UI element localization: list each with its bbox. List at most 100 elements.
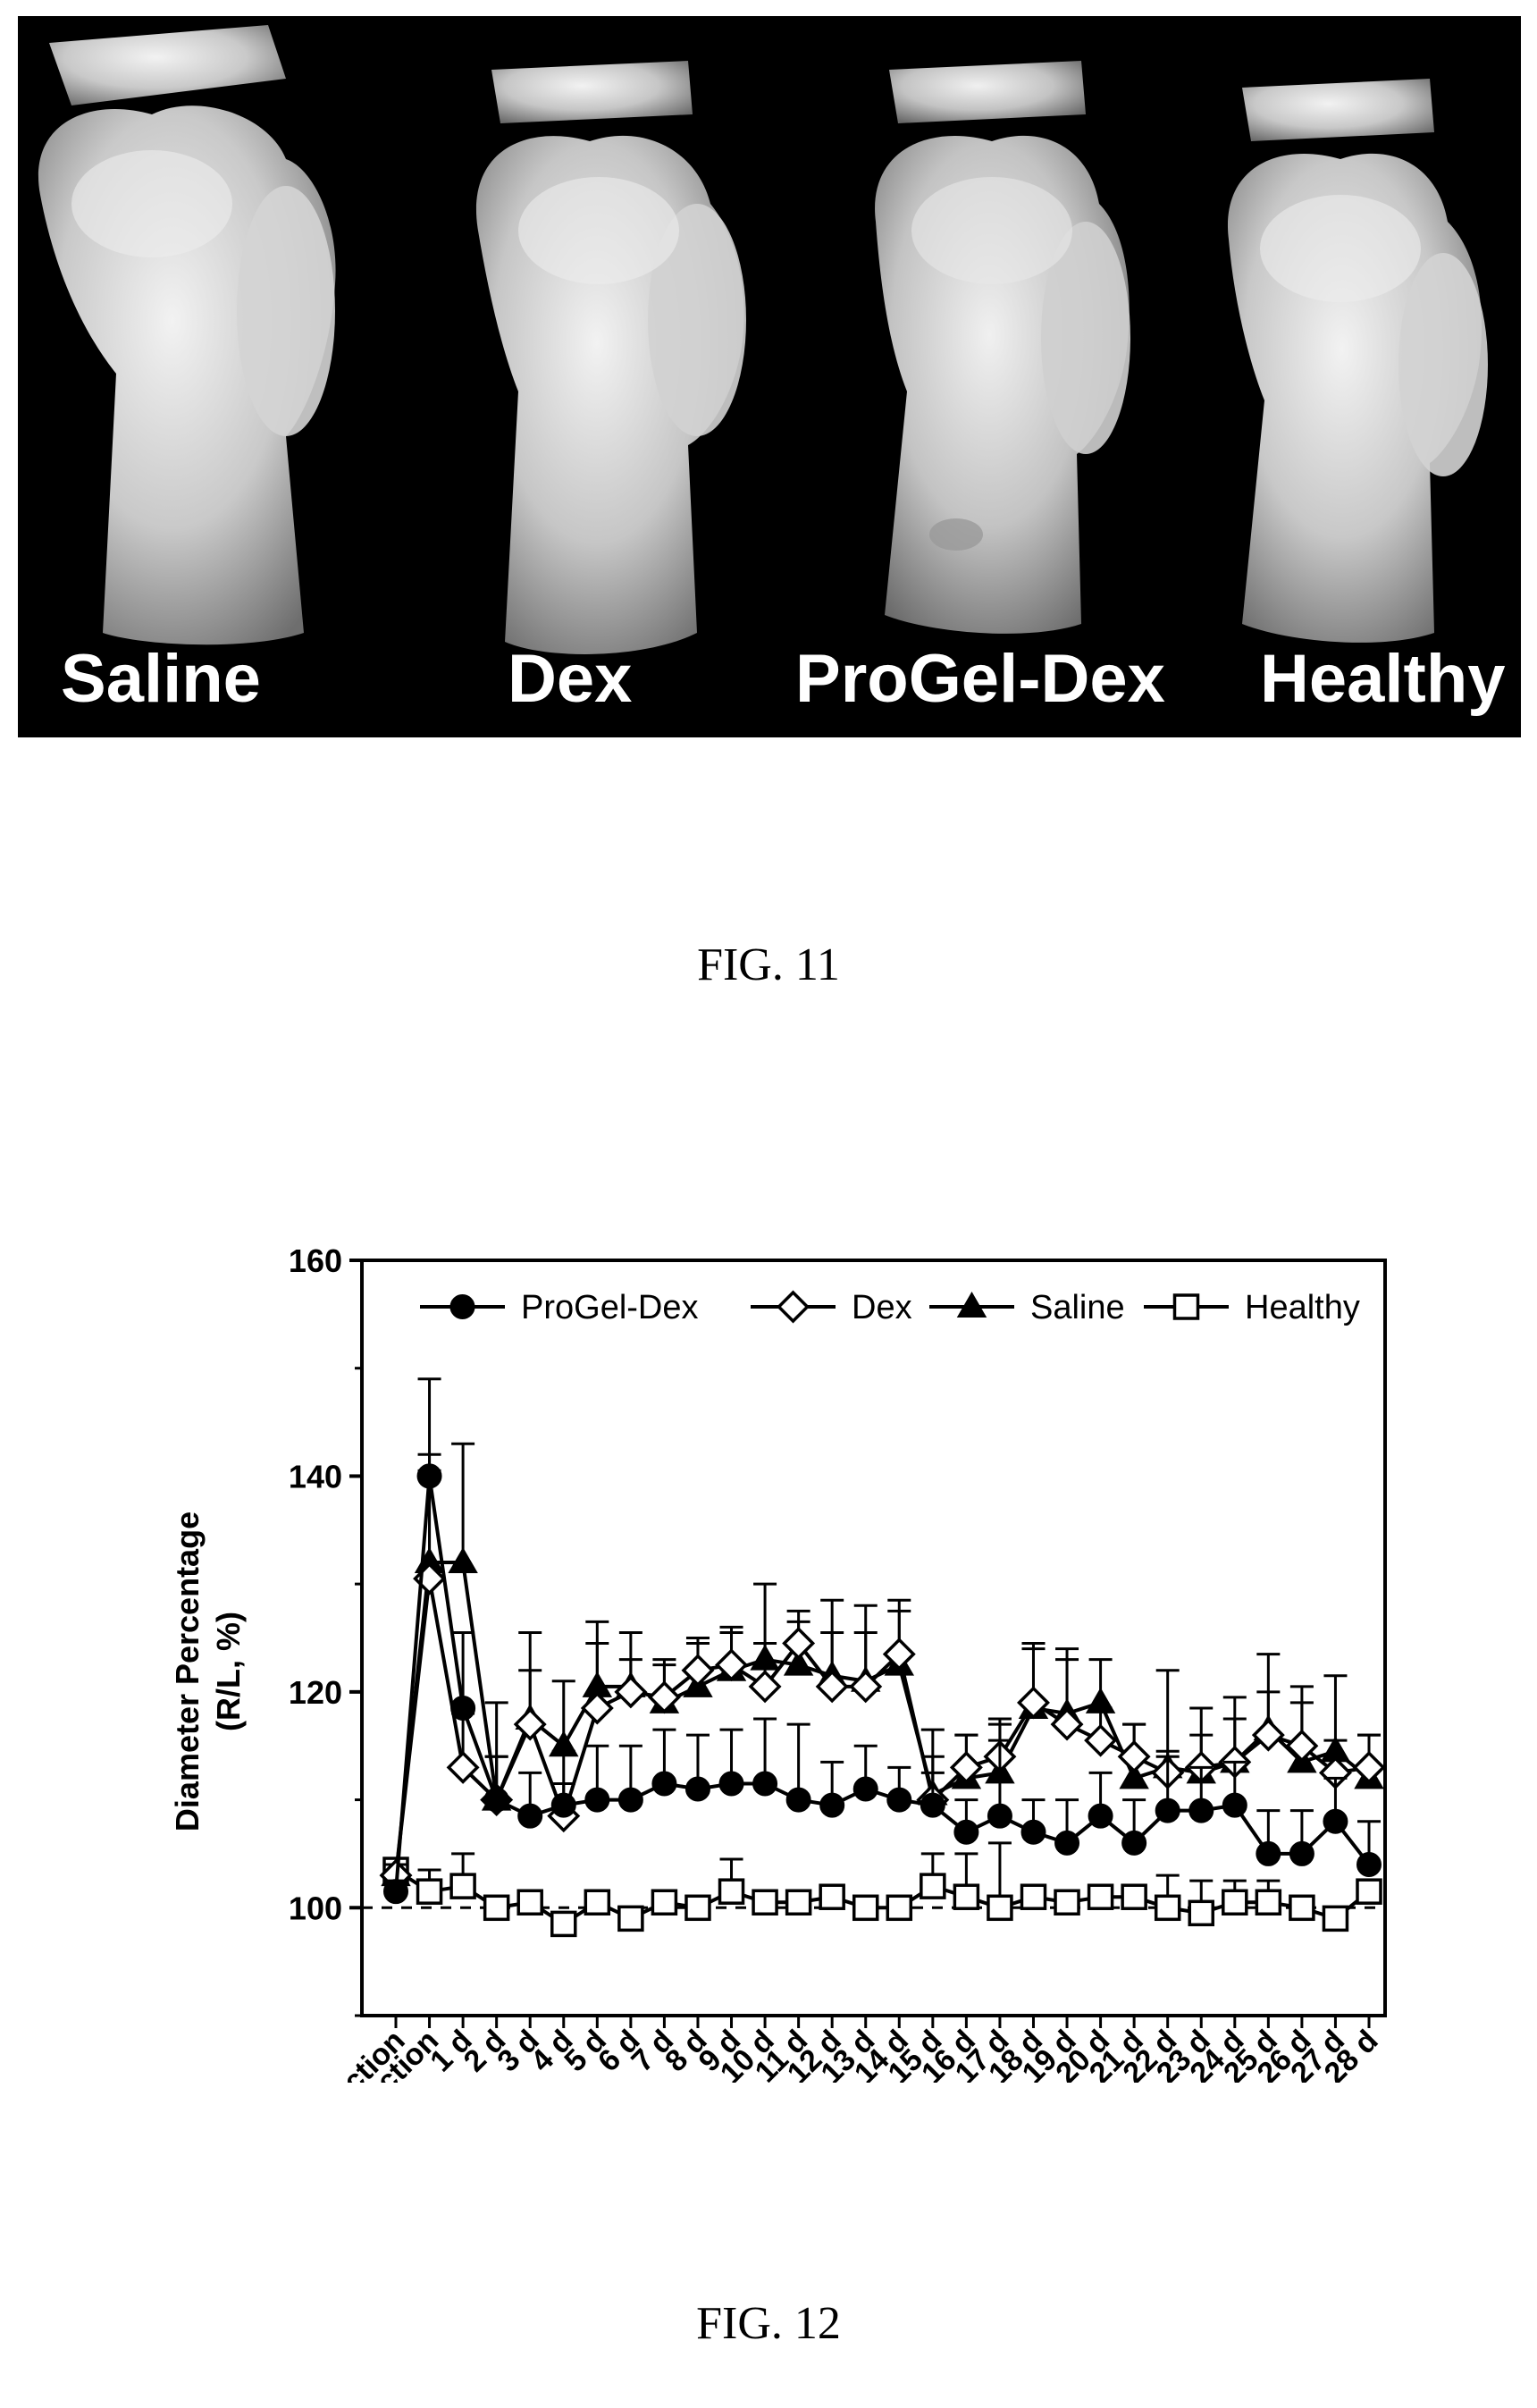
panel-label-progel-dex: ProGel-Dex [795, 641, 1165, 717]
data-point-dex [446, 1750, 480, 1784]
data-point-healthy [483, 1894, 510, 1922]
data-point-progel-dex [1155, 1798, 1180, 1823]
bone-render-progel-dex [875, 61, 1130, 634]
data-point-dex [748, 1670, 782, 1704]
figure-11-caption: FIG. 11 [697, 939, 840, 990]
data-point-dex [647, 1680, 681, 1714]
legend-marker-healthy [1172, 1293, 1200, 1320]
series-healthy [382, 1841, 1382, 1938]
legend-label-healthy: Healthy [1245, 1289, 1360, 1326]
data-point-healthy [1289, 1894, 1315, 1922]
data-point-healthy [920, 1873, 946, 1899]
data-point-healthy [886, 1894, 913, 1922]
data-point-progel-dex [819, 1792, 845, 1818]
data-point-healthy [1255, 1889, 1282, 1915]
data-point-progel-dex [1121, 1830, 1147, 1856]
legend-label-saline: Saline [1030, 1289, 1125, 1326]
data-point-dex [1285, 1729, 1319, 1763]
data-point-dex [949, 1750, 983, 1784]
data-point-progel-dex [1256, 1840, 1281, 1866]
data-point-progel-dex [617, 1787, 643, 1813]
data-point-progel-dex [718, 1771, 744, 1797]
chart-axes: 100 120 140 160 [289, 1242, 1387, 2017]
data-point-healthy [1054, 1889, 1080, 1915]
y-axis-label-line2: (R/L, %) [210, 1612, 247, 1731]
y-tick-label: 160 [289, 1242, 342, 1279]
data-point-saline [448, 1546, 478, 1573]
data-point-progel-dex [416, 1463, 442, 1489]
data-point-progel-dex [852, 1776, 878, 1802]
bone-render-saline [38, 25, 336, 645]
data-point-healthy [718, 1878, 745, 1905]
data-point-dex [782, 1627, 816, 1661]
data-point-dex [815, 1670, 849, 1704]
data-point-healthy [852, 1894, 879, 1922]
figure-11-microct-panel: Saline Dex ProGel-Dex Healthy [18, 16, 1521, 737]
data-point-progel-dex [1088, 1803, 1113, 1829]
data-point-healthy [1154, 1894, 1181, 1922]
chart-legend: ProGel-Dex Dex Saline Healthy [420, 1289, 1360, 1326]
data-point-dex [1251, 1718, 1285, 1752]
data-point-healthy [550, 1910, 577, 1938]
data-point-dex [614, 1675, 648, 1709]
data-point-healthy [1188, 1899, 1214, 1927]
data-point-progel-dex [450, 1695, 476, 1721]
legend-marker-saline [956, 1291, 987, 1318]
data-point-healthy [1222, 1889, 1248, 1915]
legend-marker-progel-dex [449, 1294, 475, 1319]
plot-frame [360, 1259, 1387, 2017]
data-point-progel-dex [1188, 1798, 1214, 1823]
data-point-progel-dex [886, 1787, 912, 1813]
data-point-healthy [584, 1889, 611, 1915]
data-point-healthy [987, 1894, 1013, 1922]
series-line-saline [394, 1561, 1371, 1876]
series-line-progel-dex [394, 1476, 1371, 1892]
data-point-healthy [1121, 1883, 1147, 1910]
y-tick-label: 140 [289, 1458, 342, 1494]
data-point-dex [882, 1638, 916, 1671]
data-point-progel-dex [987, 1803, 1012, 1829]
data-point-progel-dex [1356, 1852, 1382, 1877]
legend-label-dex: Dex [852, 1289, 912, 1326]
data-point-progel-dex [483, 1787, 509, 1813]
data-point-dex [1017, 1686, 1050, 1720]
data-point-saline [783, 1649, 814, 1676]
panel-label-saline: Saline [61, 641, 261, 717]
panel-label-healthy: Healthy [1260, 641, 1506, 717]
data-point-healthy [752, 1889, 778, 1915]
data-point-progel-dex [785, 1787, 811, 1813]
data-point-progel-dex [685, 1776, 710, 1802]
data-point-dex [849, 1670, 883, 1704]
data-point-progel-dex [1222, 1792, 1247, 1818]
data-point-healthy [617, 1905, 644, 1932]
legend-label-progel-dex: ProGel-Dex [521, 1289, 699, 1326]
data-point-healthy [517, 1889, 543, 1915]
y-axis-label-line1: Diameter Percentage [169, 1511, 206, 1831]
data-point-progel-dex [383, 1879, 408, 1905]
data-point-progel-dex [752, 1771, 778, 1797]
y-tick-label: 120 [289, 1674, 342, 1711]
chart-series [379, 1377, 1386, 1938]
panel-label-dex: Dex [508, 641, 633, 717]
data-point-progel-dex [550, 1792, 576, 1818]
bone-render-dex [475, 61, 746, 654]
series-progel-dex [383, 1377, 1382, 1905]
x-tick-labels: pre-inductionpre-injection1 d2 d3 d4 d5 … [250, 2016, 1385, 2083]
data-point-healthy [685, 1894, 711, 1922]
data-point-healthy [785, 1889, 812, 1915]
data-point-saline [1119, 1763, 1149, 1789]
data-point-dex [513, 1707, 547, 1741]
data-point-healthy [651, 1889, 678, 1915]
data-point-progel-dex [953, 1819, 979, 1845]
data-point-progel-dex [584, 1787, 610, 1813]
data-point-healthy [416, 1878, 443, 1905]
data-point-progel-dex [651, 1771, 677, 1797]
bone-render-healthy [1227, 79, 1488, 643]
figure-12-caption: FIG. 12 [696, 2298, 841, 2349]
y-tick-label: 100 [289, 1890, 342, 1926]
data-point-progel-dex [517, 1803, 543, 1829]
data-point-dex [1352, 1750, 1386, 1784]
data-point-dex [1084, 1723, 1118, 1757]
data-point-dex [681, 1654, 715, 1688]
data-point-healthy [1087, 1883, 1114, 1910]
